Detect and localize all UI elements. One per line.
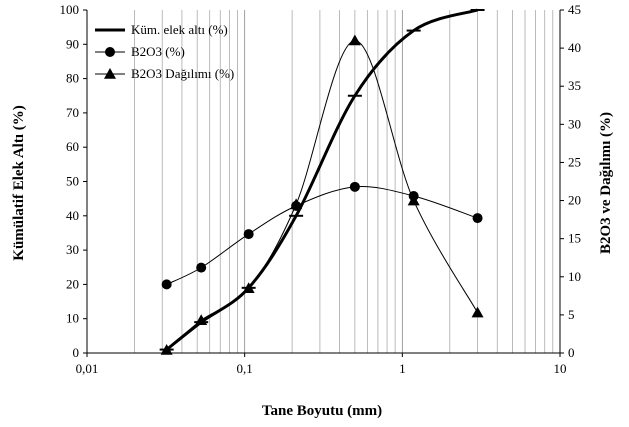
y2-tick-label: 20	[568, 193, 581, 208]
data-point-series-3	[160, 343, 173, 355]
data-point-series-3	[242, 282, 255, 294]
x-axis-title: Tane Boyutu (mm)	[262, 403, 382, 419]
axes: 0102030405060708090100051015202530354045…	[60, 2, 582, 376]
data-point-series-3	[290, 198, 303, 210]
y-tick-label: 10	[66, 311, 79, 326]
data-point-series-2	[349, 181, 360, 192]
legend-entry: B2O3 (%)	[131, 44, 185, 59]
legend-marker	[104, 68, 116, 79]
y2-tick-label: 0	[568, 345, 575, 360]
series-line-1	[165, 8, 479, 351]
x-tick-label: 10	[554, 361, 567, 376]
y-tick-label: 90	[66, 36, 79, 51]
y-tick-label: 20	[66, 276, 79, 291]
y2-tick-label: 45	[568, 2, 581, 17]
legend-entry: Küm. elek altı (%)	[131, 22, 228, 37]
data-point-series-2	[196, 262, 207, 273]
y-tick-label: 60	[66, 139, 79, 154]
y-tick-label: 70	[66, 105, 79, 120]
series	[159, 8, 485, 355]
x-tick-label: 1	[399, 361, 406, 376]
x-tick-label: 0,01	[76, 361, 99, 376]
y2-tick-label: 10	[568, 269, 581, 284]
data-point-series-3	[348, 34, 361, 46]
y-tick-label: 100	[60, 2, 80, 17]
x-tick-label: 0,1	[237, 361, 253, 376]
data-point-series-2	[472, 213, 483, 224]
data-point-series-2	[243, 229, 254, 240]
y-tick-label: 40	[66, 208, 79, 223]
legend-marker	[105, 47, 115, 57]
data-point-series-3	[195, 314, 208, 326]
y2-tick-label: 25	[568, 154, 581, 169]
y2-tick-label: 40	[568, 40, 581, 55]
data-point-series-2	[161, 279, 172, 290]
y-tick-label: 80	[66, 71, 79, 86]
legend-entry: B2O3 Dağılımı (%)	[131, 66, 234, 81]
y-tick-label: 50	[66, 174, 79, 189]
y2-tick-label: 35	[568, 78, 581, 93]
y2-axis-title: B2O3 ve Dağılımı (%)	[598, 112, 614, 254]
data-point-series-3	[407, 194, 420, 206]
y-axis-title: Kümülatif Elek Altı (%)	[11, 105, 27, 260]
y-tick-label: 0	[73, 345, 80, 360]
y2-tick-label: 15	[568, 231, 581, 246]
data-point-series-3	[471, 306, 484, 318]
grid	[134, 10, 554, 353]
y-tick-label: 30	[66, 242, 79, 257]
y2-tick-label: 5	[568, 307, 575, 322]
y2-tick-label: 30	[568, 116, 581, 131]
legend: Küm. elek altı (%) B2O3 (%) B2O3 Dağılımı …	[95, 22, 234, 81]
